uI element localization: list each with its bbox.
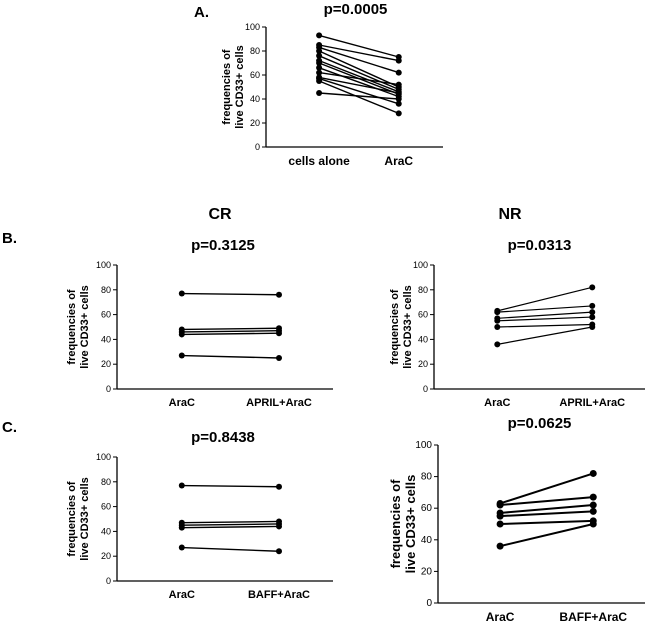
svg-text:live CD33+ cells: live CD33+ cells — [79, 477, 91, 560]
svg-text:20: 20 — [101, 551, 111, 561]
panel-a-chart: p=0.0005 0 20 40 60 80 100 cells alone AraC freq… — [210, 0, 455, 173]
svg-text:BAFF+AraC: BAFF+AraC — [248, 589, 310, 601]
svg-text:cells alone: cells alone — [288, 154, 350, 168]
svg-text:40: 40 — [101, 334, 111, 344]
panel-c-nr-chart: p=0.0625 0 20 40 60 80 100 AraC BAFF+AraC freque… — [378, 414, 655, 633]
svg-text:0: 0 — [426, 598, 432, 609]
svg-text:0: 0 — [423, 384, 428, 394]
svg-text:live CD33+ cells: live CD33+ cells — [402, 285, 414, 368]
svg-text:100: 100 — [96, 260, 111, 270]
svg-text:APRIL+AraC: APRIL+AraC — [246, 397, 312, 409]
svg-text:AraC: AraC — [384, 154, 413, 168]
svg-text:80: 80 — [418, 285, 428, 295]
svg-text:APRIL+AraC: APRIL+AraC — [559, 397, 625, 409]
panel-b-cr-pvalue: p=0.3125 — [191, 237, 255, 254]
svg-text:80: 80 — [101, 285, 111, 295]
svg-text:frequencies of: frequencies of — [389, 289, 401, 365]
svg-text:frequencies of: frequencies of — [66, 289, 78, 365]
panel-c-cr-pvalue: p=0.8438 — [191, 429, 255, 446]
panel-c-nr-plot: 0 20 40 60 80 100 AraC BAFF+AraC frequencies of l… — [388, 440, 645, 624]
panel-b-nr-plot: 0 20 40 60 80 100 AraC APRIL+AraC frequencies of… — [389, 260, 645, 409]
svg-text:60: 60 — [421, 503, 433, 514]
panel-b-cr-plot: 0 20 40 60 80 100 AraC APRIL+AraC frequencies of… — [66, 260, 333, 409]
svg-text:20: 20 — [421, 566, 433, 577]
svg-text:frequencies of: frequencies of — [388, 479, 403, 569]
svg-text:40: 40 — [421, 535, 433, 546]
svg-text:60: 60 — [250, 70, 260, 80]
svg-text:live CD33+ cells: live CD33+ cells — [403, 475, 418, 574]
svg-text:BAFF+AraC: BAFF+AraC — [559, 610, 627, 624]
svg-text:40: 40 — [101, 526, 111, 536]
svg-text:60: 60 — [101, 310, 111, 320]
svg-text:frequencies of: frequencies of — [221, 49, 233, 125]
svg-text:20: 20 — [101, 359, 111, 369]
svg-text:0: 0 — [106, 576, 111, 586]
svg-text:AraC: AraC — [169, 589, 195, 601]
svg-text:20: 20 — [418, 359, 428, 369]
panel-b-nr-chart: p=0.0313 0 20 40 60 80 100 AraC APRIL+AraC frequ… — [378, 236, 655, 417]
svg-text:60: 60 — [418, 310, 428, 320]
column-header-nr: NR — [498, 206, 522, 223]
panel-c-nr-pvalue: p=0.0625 — [507, 415, 572, 432]
panel-a-label: A. — [194, 4, 209, 21]
panel-c-cr-plot: 0 20 40 60 80 100 AraC BAFF+AraC frequencies of l… — [66, 452, 333, 601]
panel-b-cr-chart: p=0.3125 0 20 40 60 80 100 AraC APRIL+AraC frequ… — [55, 236, 345, 417]
svg-text:80: 80 — [421, 472, 433, 483]
svg-text:0: 0 — [106, 384, 111, 394]
svg-text:100: 100 — [245, 23, 260, 32]
svg-text:AraC: AraC — [484, 397, 510, 409]
svg-text:40: 40 — [418, 334, 428, 344]
svg-text:100: 100 — [96, 452, 111, 462]
column-header-cr: CR — [208, 206, 232, 223]
svg-text:live CD33+ cells: live CD33+ cells — [79, 285, 91, 368]
svg-text:80: 80 — [250, 46, 260, 56]
svg-text:0: 0 — [255, 142, 260, 152]
svg-text:AraC: AraC — [486, 610, 515, 624]
svg-text:100: 100 — [415, 440, 432, 451]
panel-c-cr-chart: p=0.8438 0 20 40 60 80 100 AraC BAFF+AraC freque… — [55, 428, 345, 609]
panel-a-pvalue: p=0.0005 — [323, 1, 388, 18]
panel-b-label: B. — [2, 230, 17, 247]
svg-text:40: 40 — [250, 94, 260, 104]
panel-c-label: C. — [2, 419, 17, 436]
svg-text:100: 100 — [413, 260, 428, 270]
svg-text:frequencies of: frequencies of — [66, 481, 78, 557]
svg-text:80: 80 — [101, 477, 111, 487]
panel-b-nr-pvalue: p=0.0313 — [507, 237, 572, 254]
svg-text:20: 20 — [250, 118, 260, 128]
panel-a-plot: 0 20 40 60 80 100 cells alone AraC frequencies o… — [221, 23, 443, 168]
svg-text:AraC: AraC — [169, 397, 195, 409]
svg-text:live CD33+ cells: live CD33+ cells — [234, 45, 246, 128]
svg-text:60: 60 — [101, 502, 111, 512]
